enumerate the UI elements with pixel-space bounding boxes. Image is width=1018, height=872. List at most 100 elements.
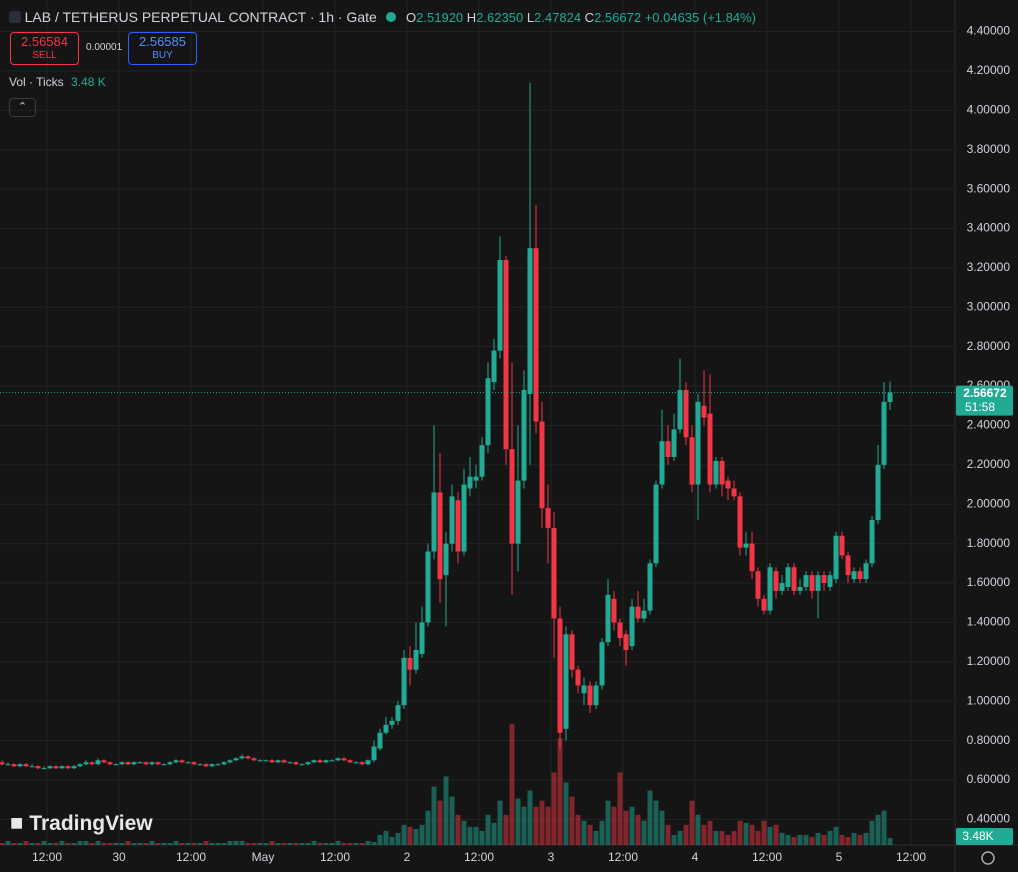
- candle-body: [35, 766, 41, 769]
- candle-body: [425, 551, 431, 623]
- candle-body: [17, 764, 23, 767]
- volume-bar: [473, 826, 479, 845]
- candle-body: [317, 760, 323, 763]
- sell-button[interactable]: 2.56584 SELL: [10, 32, 79, 65]
- volume-bar: [341, 842, 347, 845]
- volume-bar: [689, 800, 695, 845]
- candle-body: [539, 421, 545, 509]
- candle-body: [95, 760, 101, 765]
- y-tick-label: 4.40000: [967, 24, 1011, 38]
- candle-body: [719, 460, 725, 485]
- volume-bar: [785, 834, 791, 845]
- candle-body: [743, 543, 749, 548]
- candle-body: [785, 567, 791, 587]
- volume-bar: [263, 842, 269, 845]
- candle-body: [209, 764, 215, 767]
- y-tick-label: 2.20000: [967, 457, 1011, 471]
- candle-body: [833, 535, 839, 580]
- candle-body: [365, 760, 371, 765]
- volume-bar: [59, 840, 65, 845]
- candle-body: [29, 766, 35, 768]
- volume-bar: [233, 840, 239, 845]
- volume-bar: [281, 842, 287, 845]
- volume-bar: [119, 842, 125, 845]
- candle-body: [65, 766, 71, 769]
- candle-body: [23, 764, 29, 767]
- change: +0.04635 (+1.84%): [644, 10, 756, 25]
- volume-bar: [773, 824, 779, 845]
- volume-bar: [167, 842, 173, 845]
- candle-body: [515, 480, 521, 544]
- candle-body: [413, 650, 419, 670]
- candle-body: [437, 492, 443, 580]
- volume-bar: [623, 810, 629, 845]
- volume-bar: [797, 834, 803, 845]
- volume-bar: [635, 814, 641, 845]
- volume-bar: [695, 814, 701, 845]
- buy-price: 2.56585: [139, 34, 186, 49]
- candle-body: [809, 575, 815, 591]
- buy-label: BUY: [152, 50, 173, 61]
- candle-body: [263, 760, 269, 762]
- volume-title: Vol · Ticks: [9, 75, 64, 89]
- candle-body: [659, 441, 665, 485]
- volume-value: 3.48 K: [71, 75, 106, 89]
- candle-body: [563, 634, 569, 729]
- candle-body: [53, 766, 59, 769]
- candle-body: [335, 758, 341, 761]
- candle-body: [257, 760, 263, 762]
- volume-bar: [557, 738, 563, 845]
- candle-body: [593, 685, 599, 706]
- candle-body: [11, 764, 17, 767]
- volume-bar: [89, 842, 95, 845]
- volume-bar: [311, 840, 317, 845]
- volume-bar: [449, 796, 455, 845]
- candle-body: [707, 413, 713, 485]
- volume-bar: [137, 842, 143, 845]
- volume-bar: [467, 826, 473, 845]
- candle-body: [287, 762, 293, 764]
- candle-body: [299, 764, 305, 766]
- volume-bar: [731, 830, 737, 845]
- candle-body: [155, 762, 161, 765]
- candle-body: [653, 484, 659, 564]
- candle-body: [377, 732, 383, 749]
- volume-bar: [35, 842, 41, 845]
- volume-bar: [605, 800, 611, 845]
- candle-body: [275, 760, 281, 763]
- x-tick-label: 12:00: [464, 850, 494, 864]
- volume-label: 3.48K: [962, 829, 993, 843]
- volume-bar: [239, 840, 245, 845]
- candle-body: [269, 760, 275, 763]
- volume-bar: [365, 840, 371, 845]
- candle-body: [323, 760, 329, 763]
- symbol: LAB / TETHERUS PERPETUAL CONTRACT · 1h ·…: [24, 9, 377, 25]
- candle-body: [347, 760, 353, 763]
- c-label: C: [584, 10, 595, 25]
- volume-bar: [875, 814, 881, 845]
- y-tick-label: 2.80000: [967, 339, 1011, 353]
- volume-bar: [47, 842, 53, 845]
- volume-bar: [161, 842, 167, 845]
- volume-bar: [227, 840, 233, 845]
- volume-bar: [455, 814, 461, 845]
- o-label: O: [406, 10, 417, 25]
- volume-bar: [857, 834, 863, 845]
- buy-button[interactable]: 2.56585 BUY: [128, 32, 197, 65]
- volume-bar: [671, 834, 677, 845]
- candle-body: [599, 642, 605, 686]
- volume-bar: [53, 842, 59, 845]
- candle-body: [623, 634, 629, 650]
- volume-bar: [293, 842, 299, 845]
- candle-body: [293, 762, 299, 765]
- countdown: 51:58: [965, 400, 995, 414]
- volume-bar: [143, 842, 149, 845]
- volume-bar: [707, 820, 713, 845]
- candle-body: [227, 760, 233, 763]
- candle-body: [779, 583, 785, 591]
- collapse-button[interactable]: ⌃: [9, 98, 36, 117]
- candle-body: [107, 762, 113, 765]
- volume-bar: [11, 842, 17, 845]
- volume-bar: [527, 790, 533, 845]
